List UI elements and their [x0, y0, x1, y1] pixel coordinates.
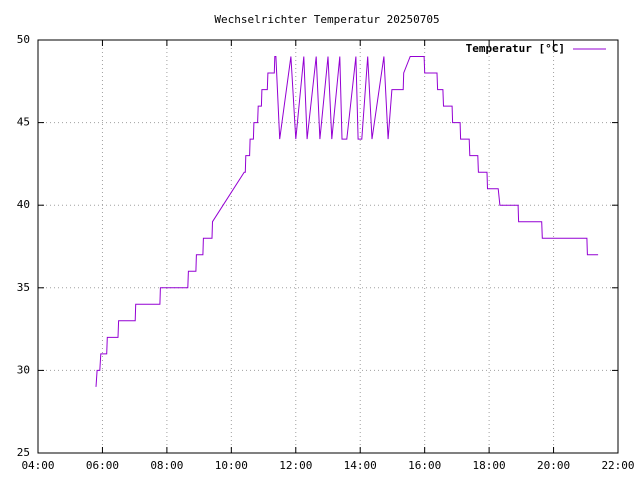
y-tick-label: 40 [17, 198, 30, 211]
y-tick-label: 35 [17, 281, 30, 294]
x-tick-label: 14:00 [344, 459, 377, 472]
x-tick-label: 20:00 [537, 459, 570, 472]
x-tick-label: 06:00 [86, 459, 119, 472]
x-tick-label: 10:00 [215, 459, 248, 472]
y-tick-label: 50 [17, 33, 30, 46]
x-tick-label: 12:00 [279, 459, 312, 472]
y-tick-label: 25 [17, 446, 30, 459]
x-tick-label: 08:00 [150, 459, 183, 472]
legend-label: Temperatur [°C] [466, 42, 565, 55]
x-tick-label: 18:00 [473, 459, 506, 472]
x-tick-label: 22:00 [601, 459, 634, 472]
y-tick-label: 30 [17, 363, 30, 376]
x-tick-label: 16:00 [408, 459, 441, 472]
chart-title: Wechselrichter Temperatur 20250705 [214, 13, 439, 26]
data-line [95, 56, 599, 387]
x-tick-label: 04:00 [21, 459, 54, 472]
plot-frame [37, 39, 619, 454]
y-tick-label: 45 [17, 116, 30, 129]
